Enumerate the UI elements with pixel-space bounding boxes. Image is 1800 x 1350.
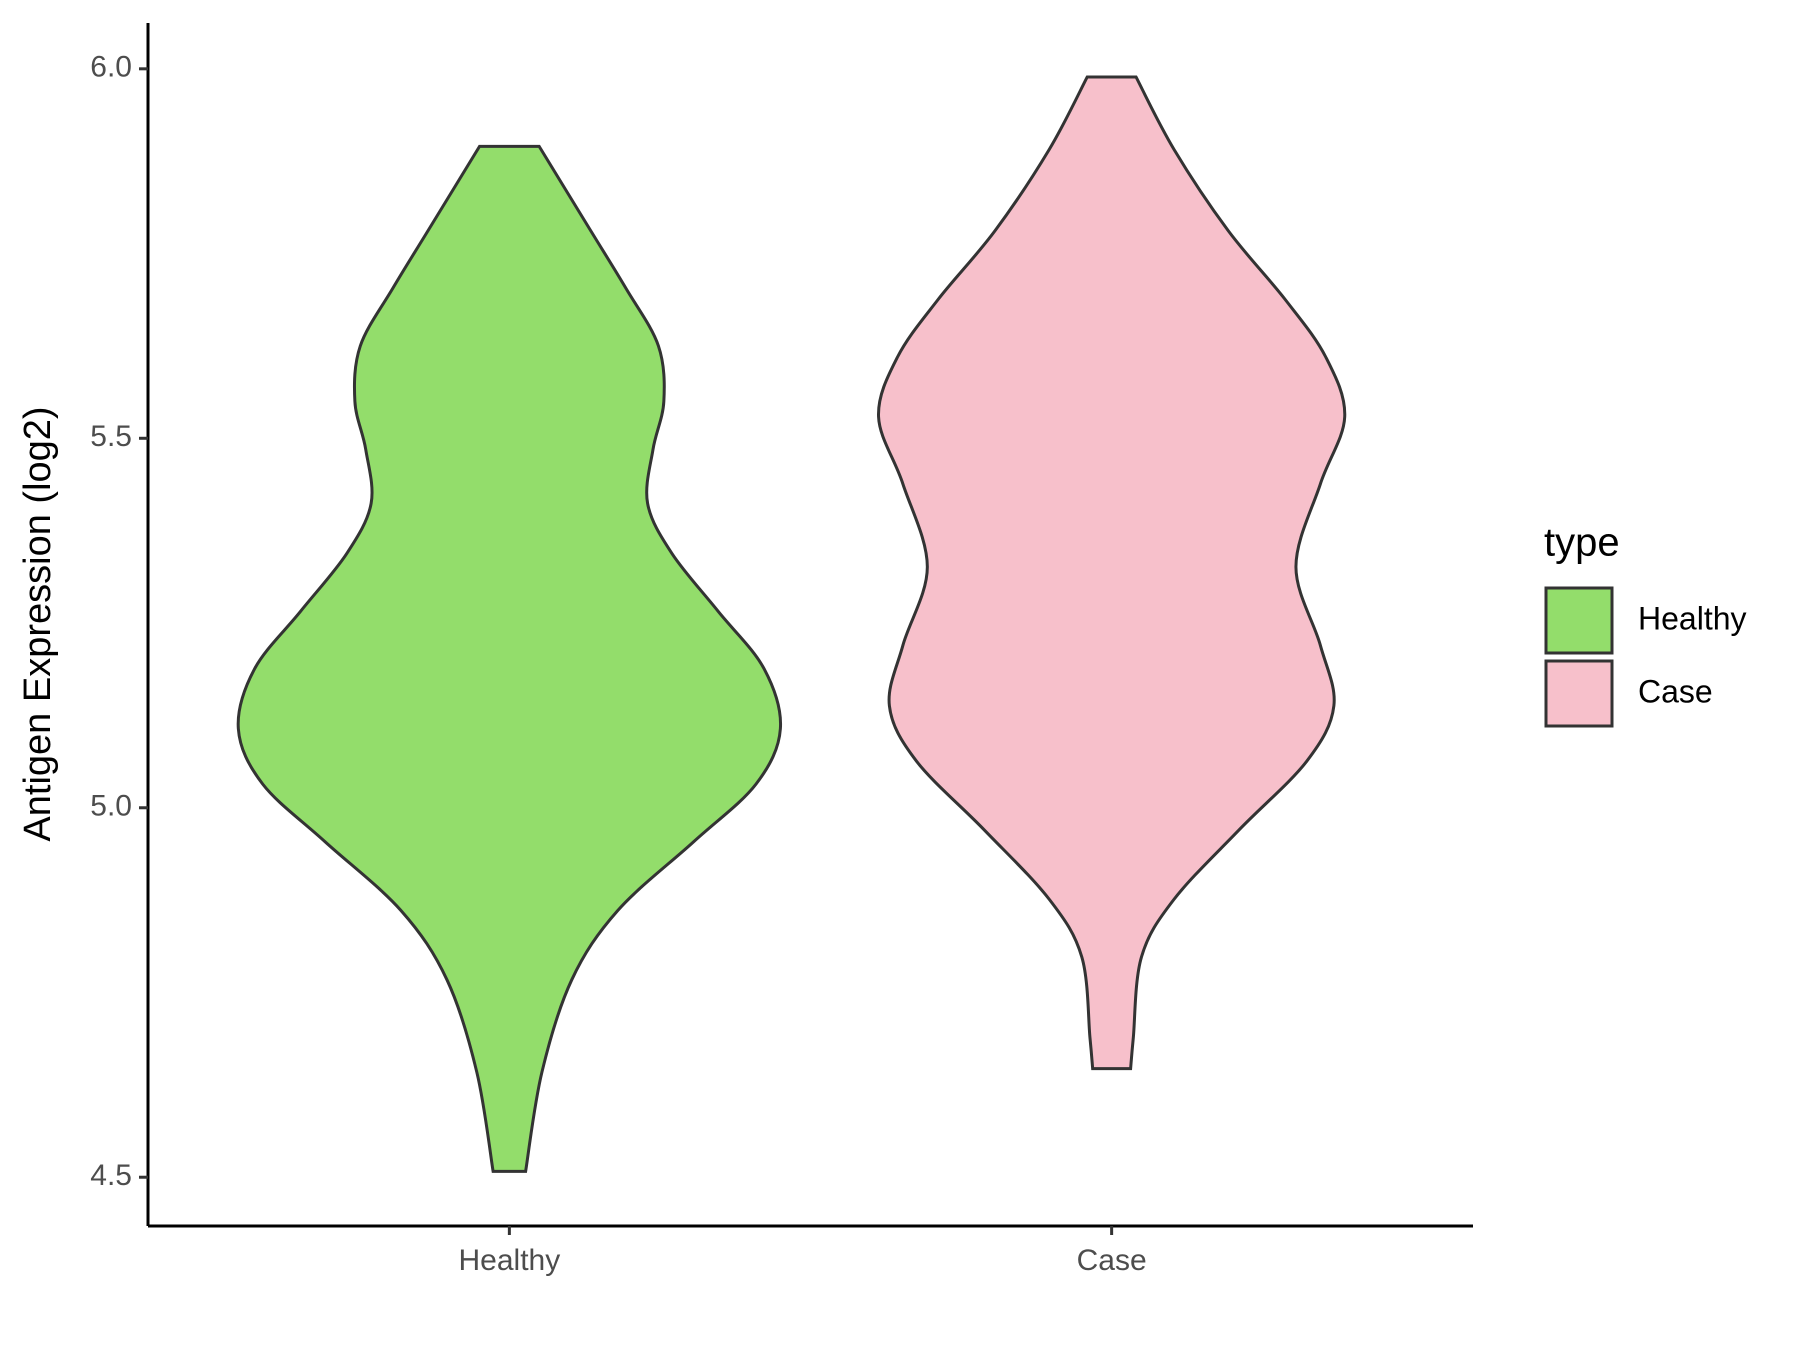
legend-label: Healthy [1638, 600, 1747, 636]
violin [877, 75, 1347, 1071]
violin [236, 144, 783, 1173]
y-tick-label: 5.0 [90, 790, 132, 823]
x-tick-label: Case [1077, 1244, 1147, 1277]
x-tick-label: Healthy [459, 1244, 561, 1277]
y-tick-label: 5.5 [90, 420, 132, 453]
legend-key [1544, 659, 1614, 728]
y-tick-label: 4.5 [90, 1159, 132, 1192]
y-tick-label: 6.0 [90, 51, 132, 84]
y-axis-title: Antigen Expression (log2) [17, 406, 59, 841]
legend-label: Case [1638, 673, 1713, 709]
legend-key [1544, 586, 1614, 655]
legend-title: type [1544, 521, 1620, 565]
